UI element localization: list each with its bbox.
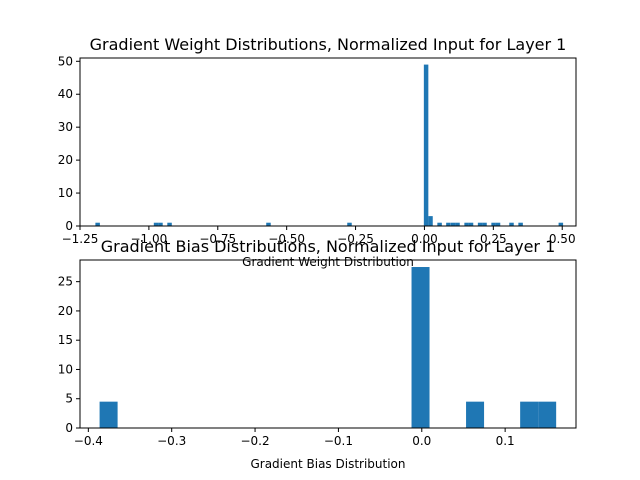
weight-bar — [495, 222, 501, 226]
weight-bar — [167, 222, 172, 226]
weight-bar — [437, 222, 442, 226]
bias-bar — [99, 401, 118, 428]
weight-bars — [95, 64, 564, 226]
bias-x-tick-label: −0.4 — [74, 434, 103, 448]
bias-bar — [466, 401, 485, 428]
bias-y-tick-label: 10 — [58, 362, 73, 376]
weight-bar — [347, 222, 352, 226]
bias-y-tick-label: 15 — [58, 333, 73, 347]
weight-bar — [468, 222, 474, 226]
weight-bar — [158, 222, 163, 226]
weight-bar — [428, 216, 433, 226]
bias-x-tick-label: −0.1 — [324, 434, 353, 448]
weight-x-tick-label: 0.25 — [480, 232, 507, 246]
weight-x-tick-label: −1.25 — [62, 232, 99, 246]
weight-bar — [423, 64, 429, 226]
bias-bar — [520, 401, 539, 428]
weight-bar — [446, 222, 451, 226]
weight-chart-title: Gradient Weight Distributions, Normalize… — [90, 35, 567, 54]
weight-y-tick-label: 50 — [58, 54, 73, 68]
bias-x-tick-label: −0.3 — [157, 434, 186, 448]
weight-x-tick-label: 0.50 — [549, 232, 576, 246]
weight-bar — [477, 222, 483, 226]
weight-bar — [450, 222, 456, 226]
bias-y-tick-label: 25 — [58, 275, 73, 289]
weight-y-tick-label: 30 — [58, 120, 73, 134]
bias-x-ticks: −0.4 −0.3 −0.2 −0.1 0.0 0.1 — [74, 428, 515, 448]
bias-x-tick-label: −0.2 — [240, 434, 269, 448]
bias-x-tick-label: 0.1 — [496, 434, 515, 448]
bias-bar — [538, 401, 557, 428]
bias-plot-frame — [79, 259, 577, 429]
bias-chart-title: Gradient Bias Distributions, Normalized … — [101, 237, 556, 256]
bias-y-ticks: 0 5 10 15 20 25 — [58, 275, 80, 435]
bias-bar — [411, 267, 430, 428]
weight-y-ticks: 0 10 20 30 40 50 — [58, 54, 80, 233]
weight-x-tick-label: 0.00 — [411, 232, 438, 246]
bias-y-tick-label: 5 — [65, 392, 73, 406]
weight-y-tick-label: 40 — [58, 87, 73, 101]
bias-x-tick-label: 0.0 — [412, 434, 431, 448]
weight-bar — [95, 222, 100, 226]
bias-x-axis-label: Gradient Bias Distribution — [250, 457, 405, 471]
weight-bar — [491, 222, 496, 226]
weight-x-tick-label: −0.75 — [199, 232, 236, 246]
weight-bar — [266, 222, 271, 226]
weight-x-tick-label: −0.50 — [268, 232, 305, 246]
weight-bar — [482, 222, 487, 226]
bias-y-tick-label: 20 — [58, 304, 73, 318]
weight-bar — [558, 222, 564, 226]
weight-bar — [509, 222, 514, 226]
weight-y-tick-label: 10 — [58, 186, 73, 200]
weight-bar — [455, 222, 460, 226]
weight-bar — [518, 222, 523, 226]
bias-bars — [99, 267, 557, 428]
weight-x-tick-label: −0.25 — [337, 232, 374, 246]
weight-y-tick-label: 0 — [65, 219, 73, 233]
weight-plot-frame — [79, 57, 577, 227]
bias-histogram: Gradient Bias Distributions, Normalized … — [58, 237, 577, 471]
weight-bar — [153, 222, 159, 226]
weight-bar — [464, 222, 469, 226]
weight-y-tick-label: 20 — [58, 153, 73, 167]
weight-x-ticks: −1.25 −1.00 −0.75 −0.50 −0.25 0.00 0.25 0.50 — [62, 226, 576, 246]
weight-x-axis-label: Gradient Weight Distribution — [242, 255, 414, 269]
weight-x-tick-label: −1.00 — [130, 232, 167, 246]
weight-histogram: Gradient Weight Distributions, Normalize… — [58, 35, 577, 269]
bias-y-tick-label: 0 — [65, 421, 73, 435]
